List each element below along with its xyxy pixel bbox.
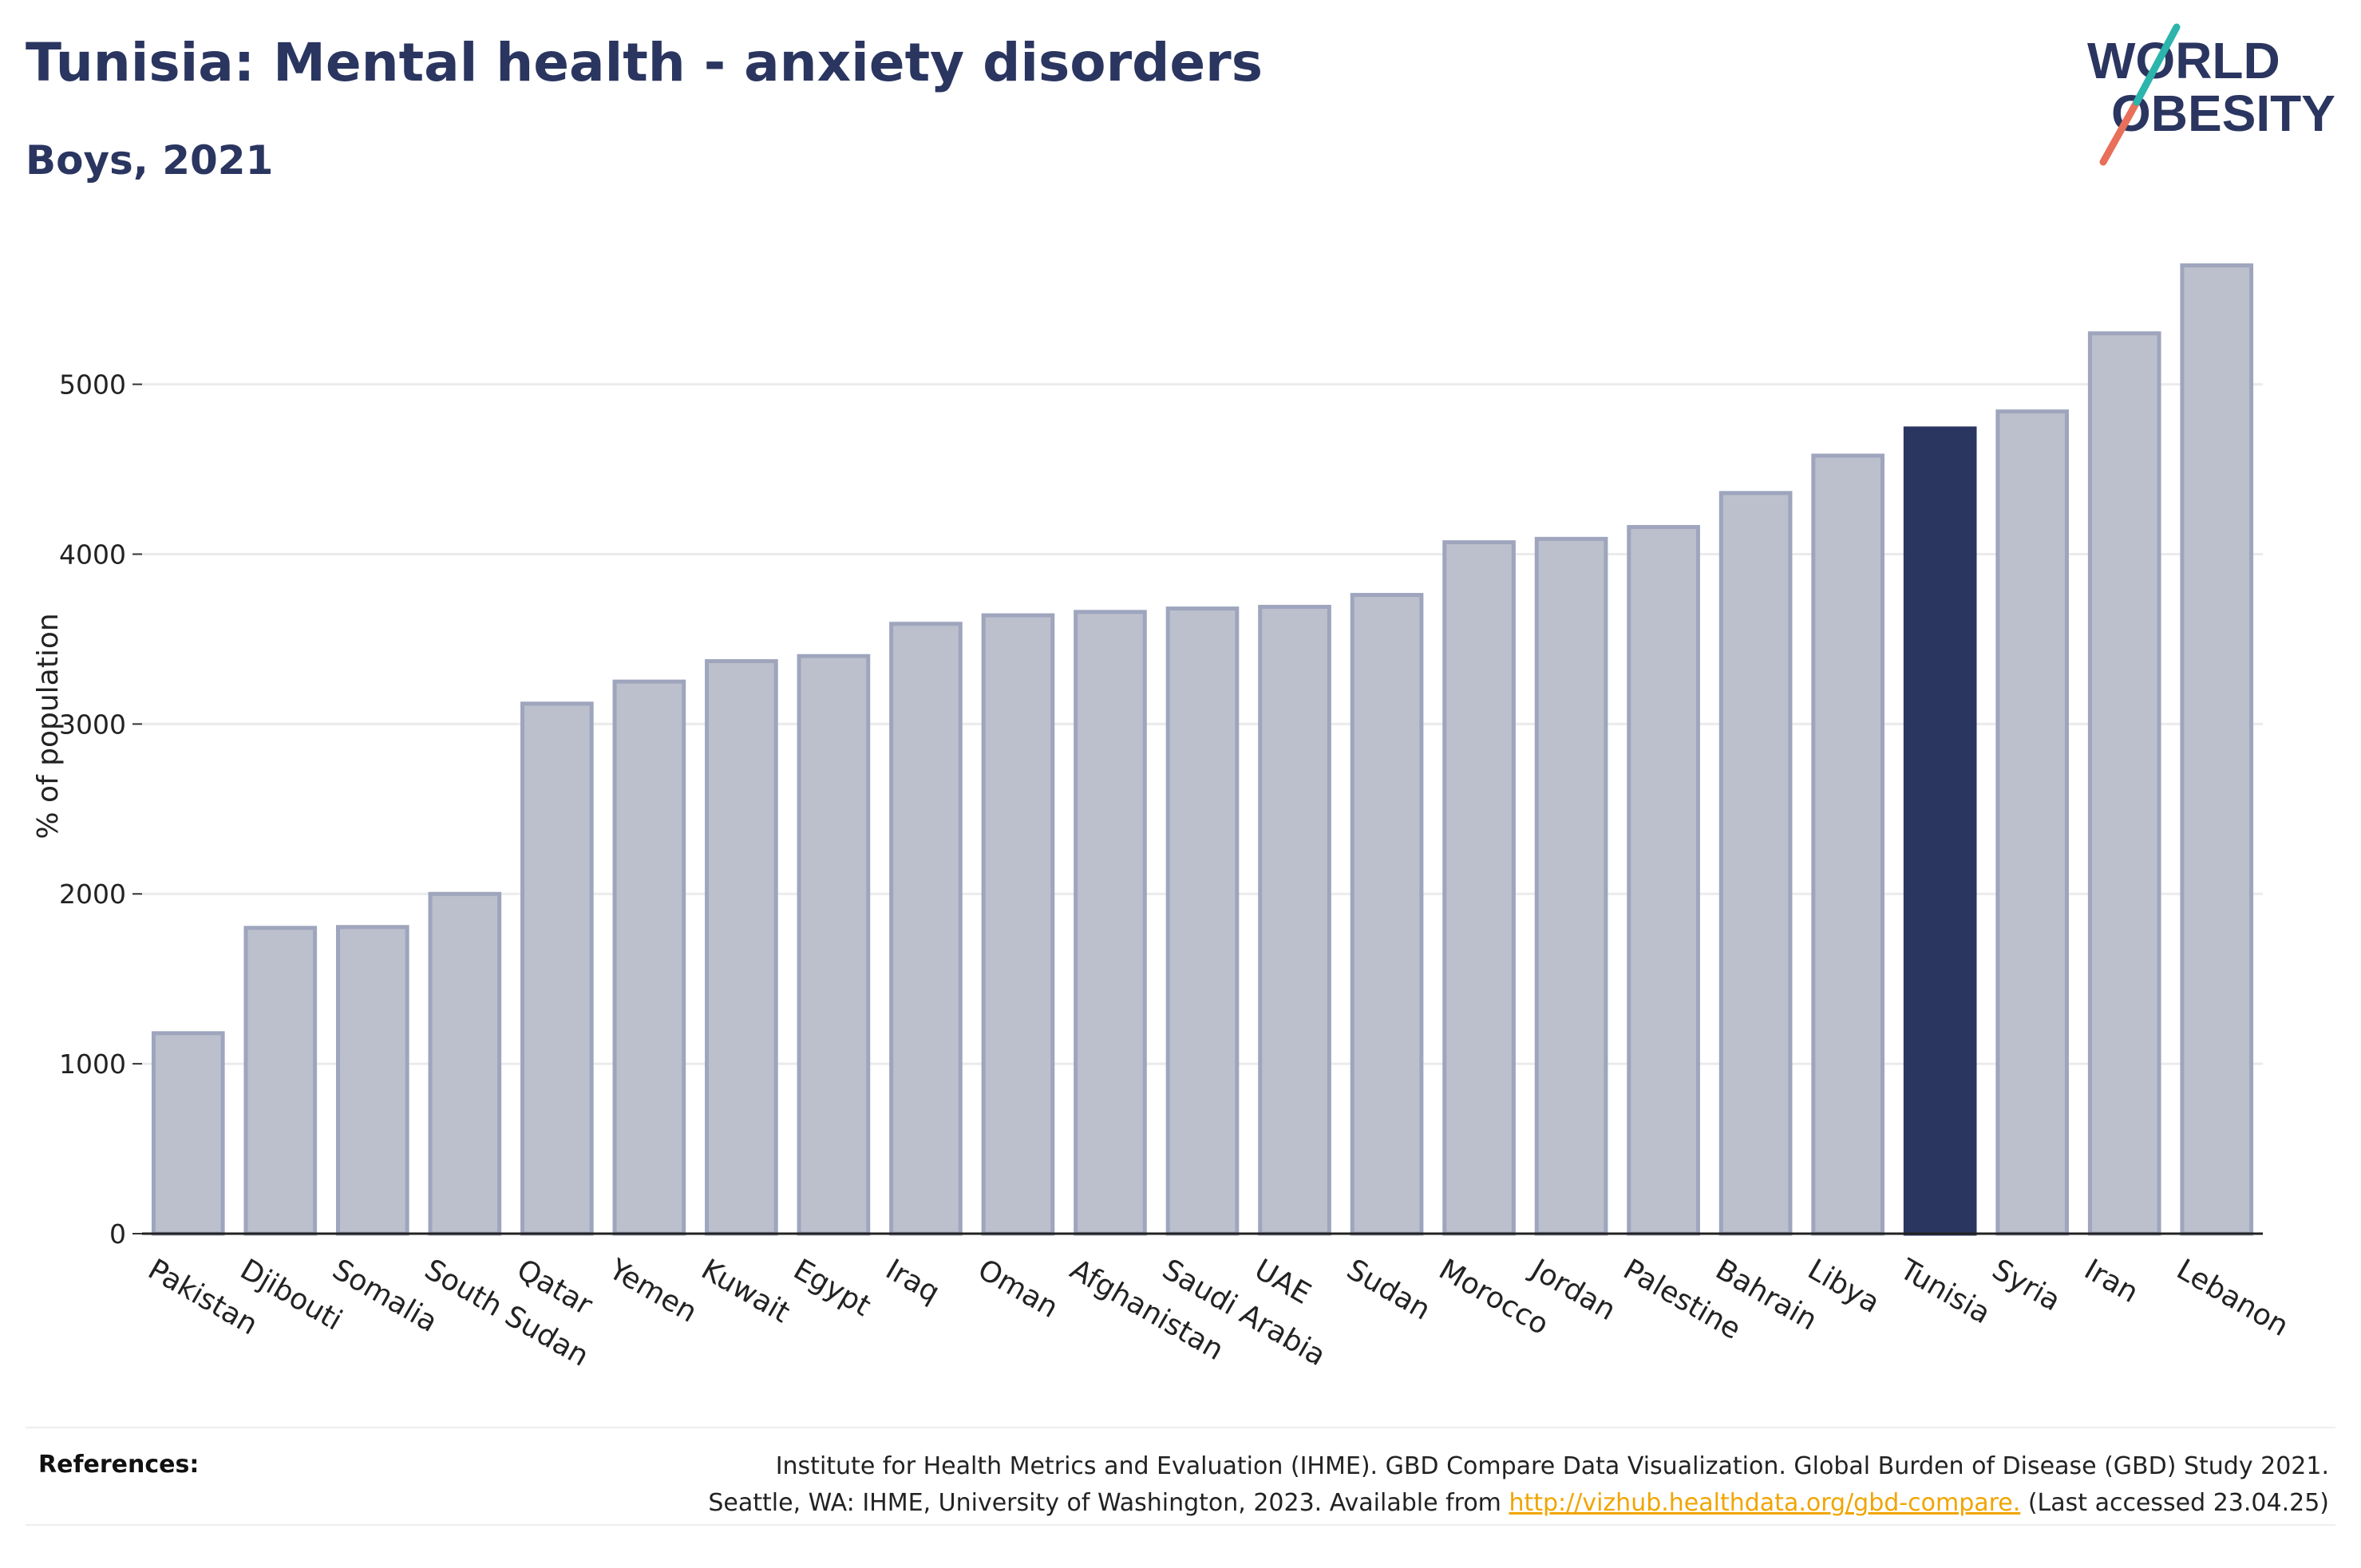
bar-tunisia xyxy=(1903,426,1977,1236)
references-line-2-prefix: Seattle, WA: IHME, University of Washing… xyxy=(708,1489,1509,1517)
chart-subtitle: Boys, 2021 xyxy=(26,137,274,184)
references-link[interactable]: http://vizhub.healthdata.org/gbd-compare… xyxy=(1509,1489,2021,1517)
bar-afghanistan xyxy=(1074,610,1147,1236)
bar-yemen xyxy=(612,679,686,1236)
bar-egypt xyxy=(797,654,871,1236)
bar-saudi-arabia xyxy=(1165,606,1240,1236)
references-line-2: Seattle, WA: IHME, University of Washing… xyxy=(708,1485,2329,1522)
logo-slash-lower xyxy=(2099,98,2141,166)
x-tick-label: Kuwait xyxy=(696,1253,796,1329)
references-bottom-rule xyxy=(26,1524,2335,1526)
x-tick-label: Tunisia xyxy=(1894,1253,1996,1330)
bar-djibouti xyxy=(243,926,318,1236)
bar-palestine xyxy=(1627,524,1700,1236)
bar-libya xyxy=(1811,453,1884,1236)
y-tick-label: 4000 xyxy=(59,539,126,570)
bar-sudan xyxy=(1350,593,1424,1236)
x-tick-label: Somalia xyxy=(327,1253,443,1339)
x-tick-label: Oman xyxy=(972,1253,1063,1325)
bar-syria xyxy=(1995,409,2070,1236)
references-text: Institute for Health Metrics and Evaluat… xyxy=(708,1448,2329,1522)
bar-somalia xyxy=(335,925,409,1236)
bar-jordan xyxy=(1534,536,1608,1236)
x-tick-label: Sudan xyxy=(1341,1253,1436,1326)
x-tick-label: Afghanistan xyxy=(1065,1253,1229,1367)
references-label: References: xyxy=(38,1451,200,1479)
bar-uae xyxy=(1258,604,1331,1236)
logo-text-obesity: OBESITY xyxy=(2111,85,2335,142)
references-top-rule xyxy=(26,1427,2335,1428)
x-tick-label: Yemen xyxy=(603,1253,702,1329)
x-tick-label: Lebanon xyxy=(2171,1253,2294,1343)
logo-slash-upper xyxy=(2133,23,2181,106)
world-obesity-logo: WORLD OBESITY xyxy=(2087,23,2335,166)
y-tick-label: 1000 xyxy=(59,1049,126,1080)
x-tick-label: Iraq xyxy=(880,1253,945,1309)
bar-kuwait xyxy=(705,659,778,1236)
y-tick-label: 0 xyxy=(109,1218,126,1250)
bar-bahrain xyxy=(1718,491,1793,1236)
x-tick-label: Syria xyxy=(1987,1253,2066,1317)
logo-text-world: WORLD xyxy=(2087,32,2280,89)
references-line-1: Institute for Health Metrics and Evaluat… xyxy=(775,1452,2329,1480)
y-tick-labels: 0 1000 2000 3000 4000 5000 xyxy=(59,369,126,1250)
bar-lebanon xyxy=(2180,263,2254,1236)
bar-morocco xyxy=(1442,540,1516,1236)
references-line-2-suffix: (Last accessed 23.04.25) xyxy=(2020,1489,2329,1517)
y-tick-label: 2000 xyxy=(59,879,126,910)
x-tick-label: Egypt xyxy=(788,1253,876,1322)
bar-chart: 0 1000 2000 3000 4000 5000 PakistanDjiboutiSo… xyxy=(32,263,2294,1373)
x-tick-label: Iran xyxy=(2078,1253,2143,1309)
bar-iran xyxy=(2087,331,2161,1236)
chart-title: Tunisia: Mental health - anxiety disorde… xyxy=(26,32,1264,93)
bar-qatar xyxy=(520,701,594,1236)
bars xyxy=(151,263,2254,1236)
bar-oman xyxy=(981,613,1055,1236)
bar-iraq xyxy=(889,622,963,1236)
y-axis-label: % of population xyxy=(32,613,65,839)
bar-pakistan xyxy=(151,1031,225,1236)
y-tick-label: 3000 xyxy=(59,709,126,740)
y-tick-label: 5000 xyxy=(59,369,126,401)
bar-south-sudan xyxy=(428,891,502,1236)
